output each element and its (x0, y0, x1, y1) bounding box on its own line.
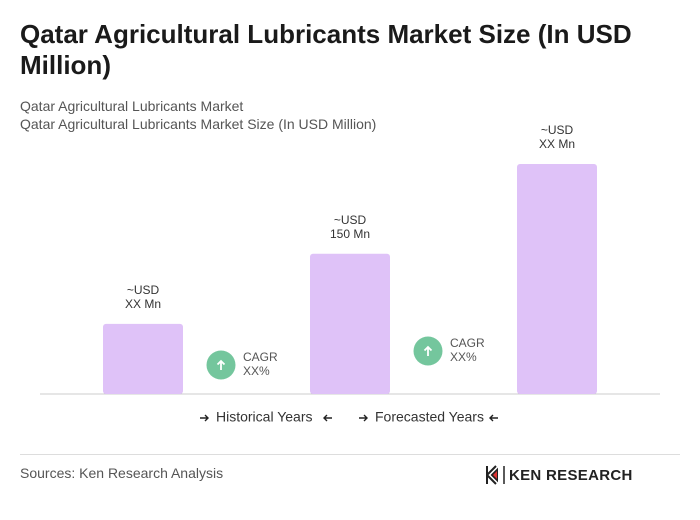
arrow-left (489, 414, 498, 422)
value-label: ~USD (127, 283, 160, 297)
cagr-value: XX% (450, 350, 477, 364)
value-label: ~USD (541, 123, 574, 137)
value-label: XX Mn (539, 137, 575, 151)
value-label: ~USD (334, 213, 367, 227)
arrow-right (359, 414, 368, 422)
divider (20, 454, 680, 455)
subtitle: Qatar Agricultural Lubricants Market (20, 98, 244, 114)
period-label: Historical Years (216, 409, 313, 425)
cagr-value: XX% (243, 364, 270, 378)
bar (310, 253, 390, 394)
subtitle: Qatar Agricultural Lubricants Market Siz… (20, 116, 377, 132)
value-label: 150 Mn (330, 227, 370, 241)
chart-title: Qatar Agricultural Lubricants Market Siz… (20, 19, 632, 80)
cagr-arrow (216, 359, 226, 370)
cagr-arrow (423, 345, 433, 356)
bar (103, 323, 183, 394)
bar (517, 164, 597, 394)
arrow-right (200, 414, 209, 422)
value-label: XX Mn (125, 297, 161, 311)
cagr-label: CAGR (450, 336, 485, 350)
logo: KEN RESEARCH (486, 465, 633, 485)
arrow-left (323, 414, 332, 422)
cagr-label: CAGR (243, 350, 278, 364)
source: Sources: Ken Research Analysis (20, 465, 224, 481)
logo-text: KEN RESEARCH (509, 467, 633, 484)
period-label: Forecasted Years (375, 409, 484, 425)
